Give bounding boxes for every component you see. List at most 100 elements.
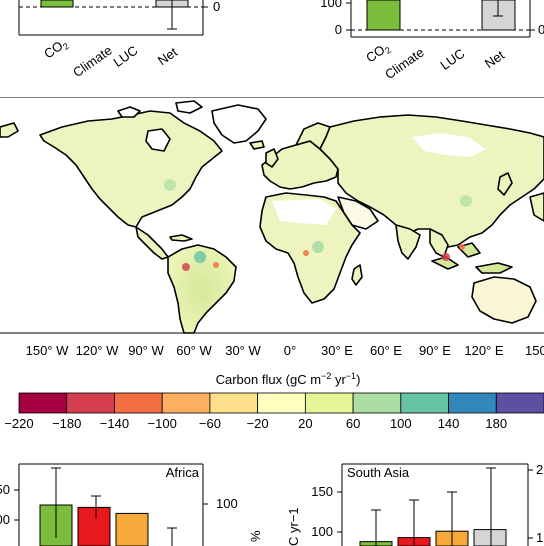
arctic-islands	[117, 100, 203, 118]
colorbar-tick-label: 20	[298, 416, 312, 431]
europe-landmass	[261, 140, 339, 190]
asia-landmass	[319, 114, 544, 248]
xtick-climate: Climate	[70, 43, 115, 81]
colorbar-title: Carbon flux (gC m−2 yr−1)	[216, 371, 361, 387]
colorbar-cell	[18, 392, 68, 414]
colorbar-cell	[400, 392, 449, 414]
china-sink-patch	[460, 195, 472, 207]
bar-luc	[115, 512, 149, 546]
xtick-co2: CO2	[41, 35, 71, 63]
hudson-bay	[145, 128, 171, 152]
colorbar-cells	[18, 392, 544, 414]
colorbar-cell	[352, 392, 402, 414]
colorbar-cell	[161, 392, 211, 414]
africa-source-patch	[303, 250, 309, 256]
alaska-edge-landmass	[0, 122, 19, 138]
ytick-left-150: 150	[311, 484, 333, 499]
co2-bar	[366, 0, 401, 31]
ytick-0: 0	[335, 22, 342, 37]
amazon-source-patch	[182, 263, 190, 271]
lon-label-90w: 90° W	[128, 343, 164, 358]
lon-label-120w: 120° W	[76, 343, 120, 358]
lon-label-60w: 60° W	[176, 343, 212, 358]
colorbar-cell	[209, 392, 259, 414]
ytick-left-150: 150	[0, 482, 10, 497]
ylabel-right-percent: %	[248, 530, 263, 542]
lon-label-150e: 150°	[525, 343, 544, 358]
xtick-net: Net	[482, 47, 507, 71]
colorbar-tick-label: −20	[247, 416, 269, 431]
british-isles	[265, 148, 279, 168]
lon-label-30w: 30° W	[225, 343, 261, 358]
amazon-sink-patch	[194, 251, 206, 263]
colorbar-tick-label: 140	[438, 416, 460, 431]
lon-label-30e: 30° E	[321, 343, 353, 358]
lon-label-0: 0°	[284, 343, 296, 358]
central-america-landmass	[135, 226, 169, 260]
ytick-right-100: 100	[216, 496, 238, 511]
ytick-right-1: 1	[536, 530, 543, 545]
madagascar	[351, 264, 363, 286]
xtick-net: Net	[155, 44, 180, 68]
colorbar-tick-label: 60	[346, 416, 360, 431]
ytick-right-zero: 0	[213, 0, 220, 14]
lon-label-90e: 90° E	[419, 343, 451, 358]
landmasses	[0, 100, 544, 334]
eastern-us-sink-patch	[164, 179, 176, 191]
japan	[497, 172, 513, 196]
caribbean-islands	[169, 234, 193, 242]
australia-landmass	[471, 276, 537, 324]
colorbar-tick-label: −140	[100, 416, 129, 431]
high-latitude-snow-region	[412, 133, 486, 157]
south-asia-bar-panel: South Asia 150 100 2 1 C yr−1	[286, 462, 543, 546]
top-left-bar-panel: 0 CO2 Climate LUC Net	[18, 0, 220, 81]
ytick-100: 100	[320, 0, 342, 10]
lon-label-60e: 60° E	[370, 343, 402, 358]
greenland-landmass	[211, 104, 267, 144]
carbon-flux-colorbar: Carbon flux (gC m−2 yr−1) −220 −180 −140 −1…	[4, 371, 544, 431]
colorbar-tick-label: 180	[485, 416, 507, 431]
co2-bar	[40, 0, 74, 8]
ytick-left-100: 100	[311, 524, 333, 539]
xtick-co2: CO2	[363, 39, 393, 67]
colorbar-tick-label: −220	[4, 416, 33, 431]
se-asia-source-patch-2	[459, 244, 465, 250]
colorbar-cell	[257, 392, 306, 414]
africa-bar-panel: Africa 150 100 100 %	[0, 463, 263, 546]
iceland	[249, 140, 265, 150]
colorbar-cell	[495, 392, 544, 414]
xtick-luc: LUC	[437, 46, 467, 73]
carbon-flux-hotspots	[164, 179, 472, 271]
colorbar-cell	[304, 392, 354, 414]
panel-title-africa: Africa	[166, 465, 200, 480]
colorbar-tick-label: −180	[52, 416, 81, 431]
colorbar-cell	[66, 392, 115, 414]
lon-label-120e: 120° E	[464, 343, 504, 358]
africa-bars	[39, 467, 149, 546]
colorbar-cell	[448, 392, 497, 414]
longitude-axis: 150° W 120° W 90° W 60° W 30° W 0° 30° E…	[26, 343, 544, 358]
ytick-right-zero: 0	[538, 22, 544, 37]
xtick-luc: LUC	[110, 43, 140, 70]
north-america-landmass	[39, 110, 223, 228]
ytick-right-2: 2	[536, 462, 543, 477]
colorbar-tick-label: −60	[199, 416, 221, 431]
bottom-panels: Africa 150 100 100 % South Asia 150 100 …	[0, 462, 543, 546]
top-right-bar-panel: 100 0 0 CO2 Climate LUC Net	[320, 0, 544, 82]
world-carbon-flux-map	[0, 97, 544, 334]
indian-subcontinent	[395, 224, 421, 260]
ytick-left-100: 100	[0, 512, 10, 527]
lon-label-150w: 150° W	[26, 343, 70, 358]
amazon-source-patch-2	[213, 262, 219, 268]
sahara-region	[272, 199, 336, 225]
ylabel-left-flux: C yr−1	[286, 507, 301, 546]
colorbar-cell	[114, 392, 163, 414]
pacific-edge-landmass	[529, 192, 544, 222]
colorbar-tick-label: 100	[390, 416, 412, 431]
panel-title-south-asia: South Asia	[347, 465, 410, 480]
se-asia-source-patch	[442, 253, 450, 261]
indonesia-islands	[431, 242, 513, 274]
colorbar-tick-labels: −220 −180 −140 −100 −60 −20 20 60 100 140 180	[4, 416, 507, 431]
congo-sink-patch	[312, 241, 324, 253]
colorbar-tick-label: −100	[148, 416, 177, 431]
